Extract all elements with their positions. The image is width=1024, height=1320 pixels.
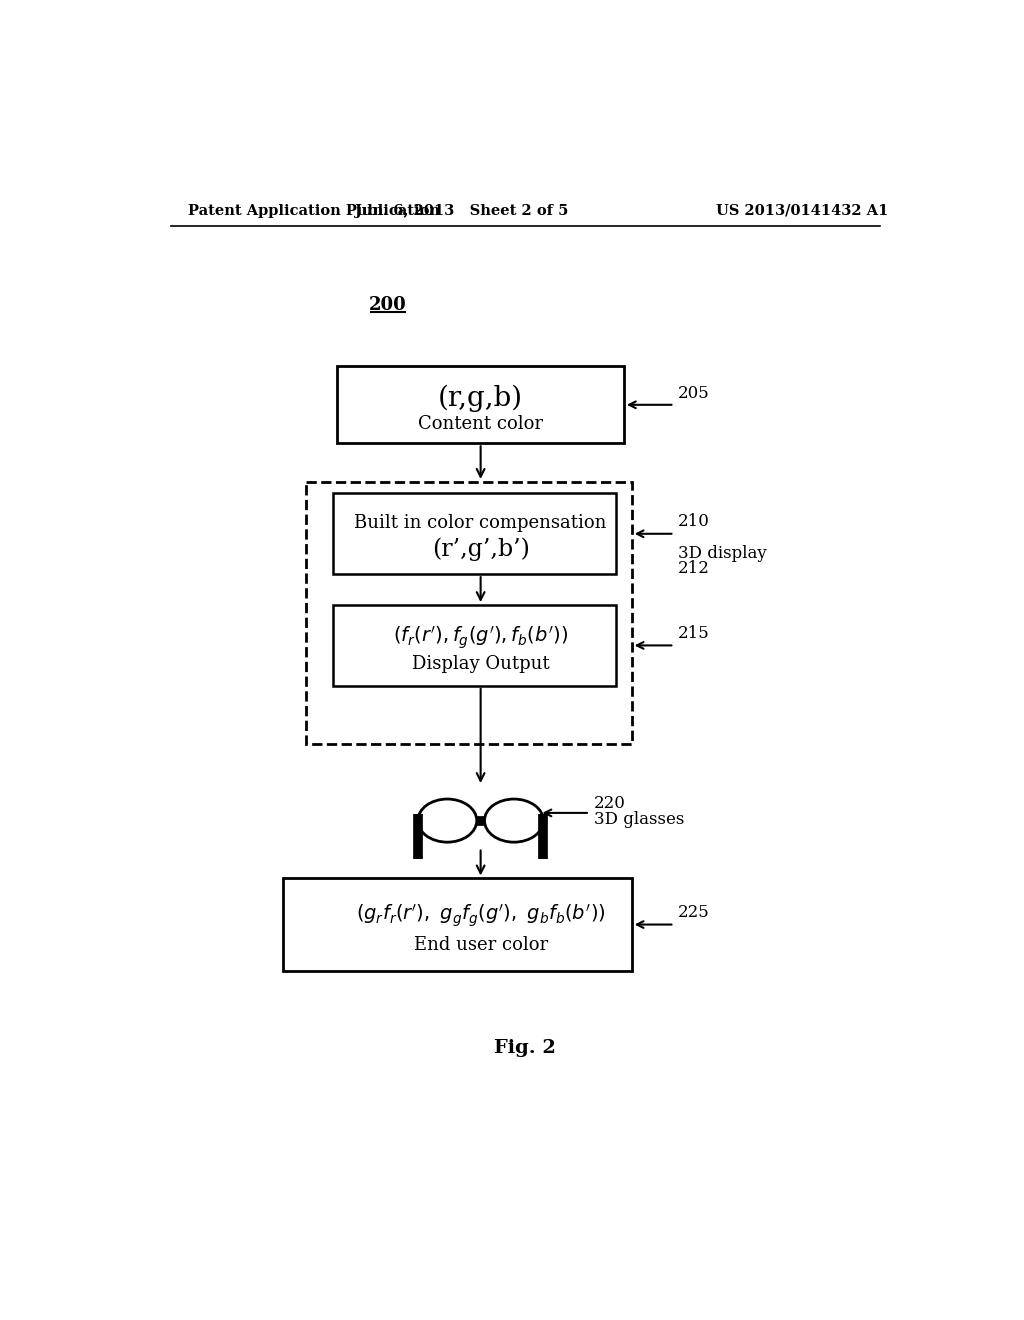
Bar bbox=[306, 482, 632, 743]
Text: (r’,g’,b’): (r’,g’,b’) bbox=[432, 537, 529, 561]
Text: 225: 225 bbox=[678, 904, 710, 921]
Text: Jun. 6, 2013   Sheet 2 of 5: Jun. 6, 2013 Sheet 2 of 5 bbox=[354, 203, 568, 218]
Text: 3D display: 3D display bbox=[678, 545, 767, 561]
Text: 200: 200 bbox=[369, 296, 407, 314]
Text: 210: 210 bbox=[678, 513, 710, 529]
Text: Display Output: Display Output bbox=[412, 655, 550, 673]
Ellipse shape bbox=[484, 799, 544, 842]
Text: Fig. 2: Fig. 2 bbox=[494, 1039, 556, 1057]
Text: Patent Application Publication: Patent Application Publication bbox=[188, 203, 440, 218]
Text: (r,g,b): (r,g,b) bbox=[438, 385, 523, 412]
Text: 215: 215 bbox=[678, 624, 710, 642]
Bar bbox=[283, 878, 632, 970]
Text: 205: 205 bbox=[678, 384, 710, 401]
Text: $(f_r(r'),f_g(g'),f_b(b'))$: $(f_r(r'),f_g(g'),f_b(b'))$ bbox=[393, 624, 568, 651]
Text: US 2013/0141432 A1: US 2013/0141432 A1 bbox=[716, 203, 889, 218]
Text: 220: 220 bbox=[594, 795, 626, 812]
Text: Built in color compensation: Built in color compensation bbox=[354, 513, 607, 532]
Ellipse shape bbox=[418, 799, 477, 842]
Text: 212: 212 bbox=[678, 560, 710, 577]
Text: 3D glasses: 3D glasses bbox=[594, 810, 684, 828]
Text: Content color: Content color bbox=[418, 414, 543, 433]
Text: $(g_rf_r(r'),\ g_gf_g(g'),\ g_bf_b(b'))$: $(g_rf_r(r'),\ g_gf_g(g'),\ g_bf_b(b'))$ bbox=[355, 902, 605, 928]
Text: End user color: End user color bbox=[414, 936, 548, 953]
Bar bbox=[334, 605, 616, 686]
Bar bbox=[334, 494, 616, 574]
Bar bbox=[337, 367, 624, 444]
